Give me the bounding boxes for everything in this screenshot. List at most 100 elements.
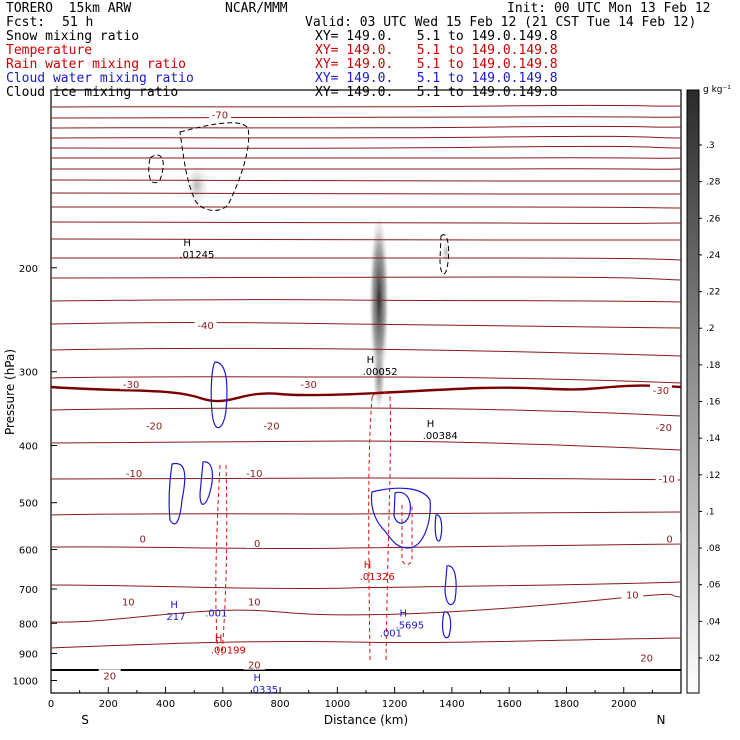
cloud-water-contours bbox=[168, 361, 457, 639]
field-name-cloud-ice: Cloud ice mixing ratio bbox=[6, 85, 179, 100]
temperature-label: 20 bbox=[640, 654, 653, 665]
field-name-cloud-water: Cloud water mixing ratio bbox=[6, 71, 194, 86]
forecast-label: Fcst: bbox=[6, 15, 46, 30]
ice-shading-left bbox=[185, 163, 209, 207]
forecast-hours: 51 h bbox=[62, 15, 94, 30]
colorbar-tick-label: .12 bbox=[706, 471, 720, 481]
temp-label-bg bbox=[621, 588, 644, 600]
y-tick-label: 400 bbox=[19, 442, 38, 453]
colorbar-tick-label: .22 bbox=[706, 288, 720, 298]
temp-label-bg bbox=[658, 532, 681, 544]
temperature-label: 10 bbox=[248, 598, 261, 609]
maximum-marker: H bbox=[253, 673, 261, 684]
temperature-isotherms bbox=[50, 104, 682, 649]
x-tick-label: 1200 bbox=[382, 699, 407, 710]
temp-label-bg bbox=[98, 669, 121, 681]
field-xy-rain: XY= 149.0. 5.1 to 149.0.149.8 bbox=[315, 57, 558, 72]
temp-label-bg bbox=[652, 420, 675, 432]
temperature-label: -10 bbox=[126, 469, 142, 480]
x-tick-label: 400 bbox=[156, 699, 175, 710]
maximum-marker: H bbox=[367, 355, 375, 366]
colorbar-tick-label: .04 bbox=[706, 617, 721, 627]
colorbar-tick-label: .06 bbox=[706, 581, 721, 591]
colorbar-tick-label: .1 bbox=[706, 507, 715, 517]
colorbar-unit: g kg⁻¹ bbox=[703, 85, 731, 95]
rain-water-contours bbox=[215, 391, 413, 661]
x-axis-label: Distance (km) bbox=[324, 713, 408, 727]
temp-label-bg bbox=[243, 595, 266, 607]
temperature-label: -20 bbox=[263, 422, 279, 433]
maxima-labels: H.01245H.00052H.00384H.01326H.00199H217.… bbox=[166, 238, 457, 696]
colorbar-ticks: .02 .04 .06 .08 .1 .12 .14 .16 .18 .2 .22 .24 .26 .28… bbox=[699, 141, 721, 664]
field-name-snow: Snow mixing ratio bbox=[6, 29, 140, 44]
plot-frame bbox=[50, 89, 682, 694]
temperature-label: -30 bbox=[123, 380, 139, 391]
x-tick-label: 1800 bbox=[554, 699, 579, 710]
y-tick-label: 1000 bbox=[13, 676, 38, 687]
y-tick-label: 600 bbox=[19, 545, 38, 556]
y-axis: 200 300 400 500 600 700 800 900 1000 bbox=[13, 264, 57, 687]
temp-label-bg bbox=[131, 532, 154, 544]
temperature-label: -10 bbox=[659, 475, 675, 486]
maximum-value: 217 bbox=[166, 612, 185, 623]
colorbar bbox=[686, 89, 700, 694]
maximum-value: .00384 bbox=[423, 431, 458, 442]
temp-label-bg bbox=[123, 466, 146, 478]
temp-label-bg bbox=[297, 378, 320, 390]
temperature-label: -30 bbox=[653, 386, 669, 397]
init-time: Init: 00 UTC Mon 13 Feb 12 bbox=[507, 1, 711, 16]
maximum-value: .01245 bbox=[179, 250, 214, 261]
field-name-temperature: Temperature bbox=[6, 43, 93, 58]
temperature-label: 10 bbox=[122, 598, 135, 609]
maximum-value: .00199 bbox=[211, 645, 246, 656]
ice-shading-mid bbox=[441, 238, 451, 266]
maximum-marker: H bbox=[400, 608, 408, 619]
y-tick-label: 300 bbox=[19, 368, 38, 379]
valid-time: Valid: 03 UTC Wed 15 Feb 12 (21 CST Tue … bbox=[305, 15, 697, 30]
x-tick-label: 2000 bbox=[611, 699, 636, 710]
colorbar-tick-label: .3 bbox=[706, 141, 715, 151]
temp-label-bg bbox=[194, 318, 217, 330]
maximum-marker: H bbox=[364, 560, 372, 571]
temperature-label: 20 bbox=[103, 671, 116, 682]
snow-shading-tail bbox=[373, 350, 385, 410]
temp-label-bg bbox=[208, 108, 231, 120]
colorbar-tick-label: .26 bbox=[706, 214, 721, 224]
x-tick-label: 1000 bbox=[325, 699, 350, 710]
x-tick-label: 0 bbox=[48, 699, 54, 710]
colorbar-tick-label: .16 bbox=[706, 398, 721, 408]
colorbar-tick-label: .08 bbox=[706, 544, 721, 554]
field-xy-cloud-water: XY= 149.0. 5.1 to 149.0.149.8 bbox=[315, 71, 558, 86]
temp-label-bg bbox=[649, 383, 672, 395]
colorbar-tick-label: .14 bbox=[706, 434, 721, 444]
x-tick-label: 1400 bbox=[439, 699, 464, 710]
temperature-label: 0 bbox=[254, 539, 260, 550]
colorbar-tick-label: .18 bbox=[706, 361, 721, 371]
cloud-ice-contours bbox=[148, 122, 450, 275]
temp-label-bg bbox=[143, 419, 166, 431]
x-tick-label: 600 bbox=[213, 699, 232, 710]
y-tick-label: 700 bbox=[19, 585, 38, 596]
field-xy-snow: XY= 149.0. 5.1 to 149.0.149.8 bbox=[315, 29, 558, 44]
temp-label-bg bbox=[120, 378, 143, 390]
model-title: TORERO 15km ARW bbox=[6, 1, 132, 16]
temperature-label: -20 bbox=[146, 422, 162, 433]
temperature-label: -30 bbox=[301, 380, 317, 391]
temp-label-bg bbox=[246, 536, 269, 548]
colorbar-tick-label: .24 bbox=[706, 251, 721, 261]
snow-shading-main bbox=[369, 212, 389, 388]
field-xy-temperature: XY= 149.0. 5.1 to 149.0.149.8 bbox=[315, 43, 558, 58]
temp-label-bg bbox=[635, 651, 658, 663]
temperature-label: -20 bbox=[656, 423, 672, 434]
temperature-label: 20 bbox=[248, 661, 261, 672]
maximum-value: .001 bbox=[380, 628, 402, 639]
north-label: N bbox=[657, 713, 666, 727]
field-xy-cloud-ice: XY= 149.0. 5.1 to 149.0.149.8 bbox=[315, 85, 558, 100]
y-tick-label: 900 bbox=[19, 649, 38, 660]
temperature-labels: -70 -40 -30 -30 -30 -20 -20 -20 -10 -10 -10 0 0 0 10 10… bbox=[98, 108, 681, 682]
x-tick-label: 1600 bbox=[496, 699, 521, 710]
maximum-value: .01326 bbox=[360, 572, 395, 583]
temp-label-bg bbox=[243, 658, 266, 670]
maximum-value: .00052 bbox=[363, 367, 398, 378]
